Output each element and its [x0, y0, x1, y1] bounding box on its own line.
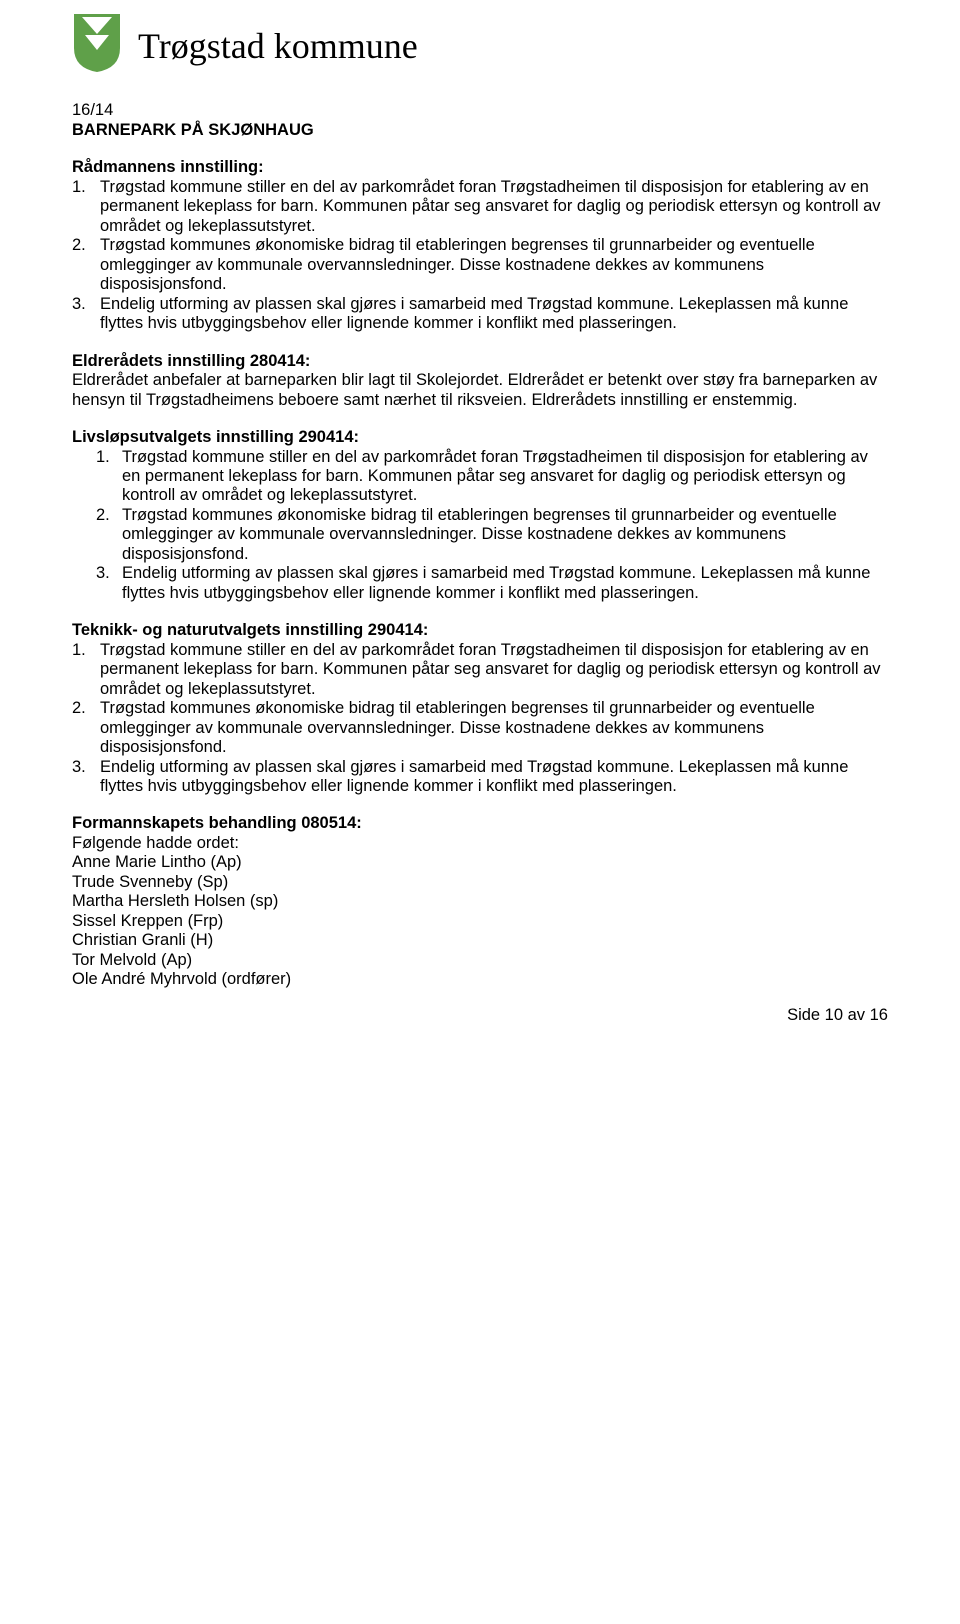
list-number: 3.	[72, 564, 122, 603]
person-line: Ole André Myhrvold (ordfører)	[72, 970, 888, 989]
list-item: 2. Trøgstad kommunes økonomiske bidrag t…	[72, 506, 888, 564]
livslop-section: Livsløpsutvalgets innstilling 290414: 1.…	[72, 428, 888, 603]
radmannen-list: 1. Trøgstad kommune stiller en del av pa…	[72, 178, 888, 334]
page-header: Trøgstad kommune	[72, 12, 888, 79]
list-text: Trøgstad kommune stiller en del av parko…	[100, 178, 888, 236]
list-item: 2. Trøgstad kommunes økonomiske bidrag t…	[72, 236, 888, 294]
list-number: 1.	[72, 178, 100, 236]
list-item: 1. Trøgstad kommune stiller en del av pa…	[72, 178, 888, 236]
list-number: 2.	[72, 699, 100, 757]
list-item: 3. Endelig utforming av plassen skal gjø…	[72, 564, 888, 603]
list-text: Endelig utforming av plassen skal gjøres…	[122, 564, 888, 603]
list-item: 1. Trøgstad kommune stiller en del av pa…	[72, 448, 888, 506]
radmannen-section: Rådmannens innstilling: 1. Trøgstad komm…	[72, 158, 888, 333]
shield-icon	[72, 12, 122, 79]
eldre-body: Eldrerådet anbefaler at barneparken blir…	[72, 371, 888, 410]
eldre-section: Eldrerådets innstilling 280414: Eldreråd…	[72, 352, 888, 410]
list-item: 3. Endelig utforming av plassen skal gjø…	[72, 295, 888, 334]
livslop-heading: Livsløpsutvalgets innstilling 290414:	[72, 428, 888, 447]
eldre-heading: Eldrerådets innstilling 280414:	[72, 352, 888, 371]
person-line: Tor Melvold (Ap)	[72, 951, 888, 970]
livslop-list: 1. Trøgstad kommune stiller en del av pa…	[72, 448, 888, 604]
section-number: 16/14	[72, 101, 888, 120]
formannskap-heading: Formannskapets behandling 080514:	[72, 814, 888, 833]
person-line: Christian Granli (H)	[72, 931, 888, 950]
radmannen-heading: Rådmannens innstilling:	[72, 158, 888, 177]
list-text: Endelig utforming av plassen skal gjøres…	[100, 295, 888, 334]
list-text: Trøgstad kommunes økonomiske bidrag til …	[122, 506, 888, 564]
list-number: 1.	[72, 448, 122, 506]
formannskap-lead: Følgende hadde ordet:	[72, 834, 888, 853]
municipality-title: Trøgstad kommune	[138, 25, 418, 67]
section-title: BARNEPARK PÅ SKJØNHAUG	[72, 121, 888, 140]
list-item: 3. Endelig utforming av plassen skal gjø…	[72, 758, 888, 797]
list-text: Trøgstad kommune stiller en del av parko…	[100, 641, 888, 699]
person-line: Trude Svenneby (Sp)	[72, 873, 888, 892]
list-number: 2.	[72, 506, 122, 564]
list-text: Trøgstad kommunes økonomiske bidrag til …	[100, 236, 888, 294]
list-number: 3.	[72, 758, 100, 797]
list-number: 2.	[72, 236, 100, 294]
list-text: Trøgstad kommunes økonomiske bidrag til …	[100, 699, 888, 757]
person-line: Martha Hersleth Holsen (sp)	[72, 892, 888, 911]
teknikk-heading: Teknikk- og naturutvalgets innstilling 2…	[72, 621, 888, 640]
list-text: Endelig utforming av plassen skal gjøres…	[100, 758, 888, 797]
person-line: Anne Marie Lintho (Ap)	[72, 853, 888, 872]
list-item: 1. Trøgstad kommune stiller en del av pa…	[72, 641, 888, 699]
list-item: 2. Trøgstad kommunes økonomiske bidrag t…	[72, 699, 888, 757]
teknikk-section: Teknikk- og naturutvalgets innstilling 2…	[72, 621, 888, 796]
formannskap-section: Formannskapets behandling 080514: Følgen…	[72, 814, 888, 989]
list-number: 3.	[72, 295, 100, 334]
person-line: Sissel Kreppen (Frp)	[72, 912, 888, 931]
list-text: Trøgstad kommune stiller en del av parko…	[122, 448, 888, 506]
teknikk-list: 1. Trøgstad kommune stiller en del av pa…	[72, 641, 888, 797]
page-footer: Side 10 av 16	[72, 1006, 888, 1025]
list-number: 1.	[72, 641, 100, 699]
